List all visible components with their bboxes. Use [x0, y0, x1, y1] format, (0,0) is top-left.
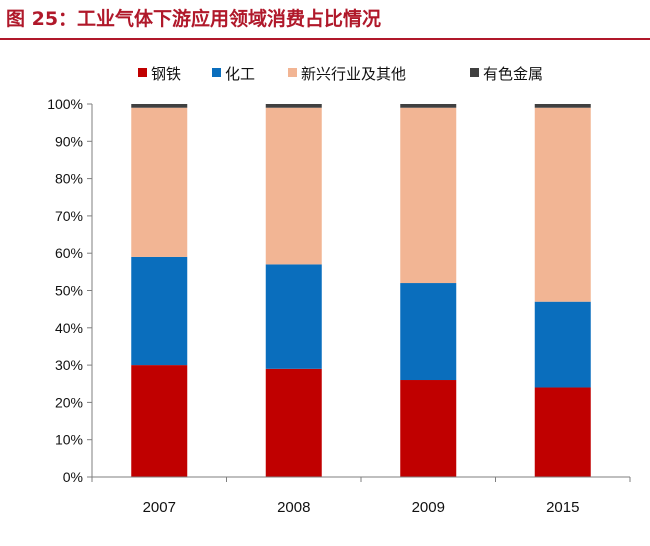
chart-title: 图 25：工业气体下游应用领域消费占比情况	[6, 8, 382, 30]
bar-segment	[400, 283, 457, 381]
bar-segment	[265, 107, 322, 265]
bar-segment	[265, 368, 322, 477]
bar-segment	[534, 387, 591, 477]
y-tick-label: 40%	[55, 320, 83, 336]
x-axis: 2007 2008 2009 2015	[91, 476, 631, 516]
y-tick-label: 70%	[55, 208, 83, 224]
legend-swatch-2	[212, 68, 221, 77]
bar-segment	[534, 107, 591, 302]
y-tick-label: 100%	[47, 96, 83, 112]
legend-label-4: 有色金属	[483, 65, 543, 83]
x-category-label: 2008	[277, 499, 310, 516]
y-tick-label: 60%	[55, 245, 83, 261]
title-divider	[0, 38, 650, 40]
bar-segment	[400, 380, 457, 477]
y-tick-label: 10%	[55, 432, 83, 448]
y-tick-label: 90%	[55, 133, 83, 149]
y-tick-label: 20%	[55, 394, 83, 410]
x-category-label: 2007	[143, 499, 176, 516]
bar-segment	[131, 365, 188, 477]
bar-segment	[534, 104, 591, 108]
legend-swatch-4	[470, 68, 479, 77]
legend-swatch-3	[288, 68, 297, 77]
bar-segment	[131, 104, 188, 108]
y-tick-label: 80%	[55, 171, 83, 187]
legend: 钢铁 化工 新兴行业及其他 有色金属	[138, 65, 543, 83]
y-tick-label: 50%	[55, 283, 83, 299]
legend-label-3: 新兴行业及其他	[301, 65, 406, 83]
bar-segment	[265, 104, 322, 108]
bar-segment	[131, 256, 188, 366]
y-axis: 0% 10% 20% 30% 40% 50% 60% 70% 80% 90% 100%	[47, 96, 93, 485]
bar-segment	[400, 107, 457, 284]
legend-swatch-1	[138, 68, 147, 77]
bar-segment	[265, 264, 322, 369]
x-category-label: 2015	[546, 499, 579, 516]
legend-label-1: 钢铁	[151, 65, 181, 83]
y-tick-label: 0%	[63, 469, 83, 485]
bar-segment	[131, 107, 188, 257]
y-tick-label: 30%	[55, 357, 83, 373]
legend-label-2: 化工	[225, 65, 255, 83]
bar-segment	[400, 104, 457, 108]
x-category-label: 2009	[412, 499, 445, 516]
bar-segment	[534, 301, 591, 388]
bars	[131, 104, 591, 477]
